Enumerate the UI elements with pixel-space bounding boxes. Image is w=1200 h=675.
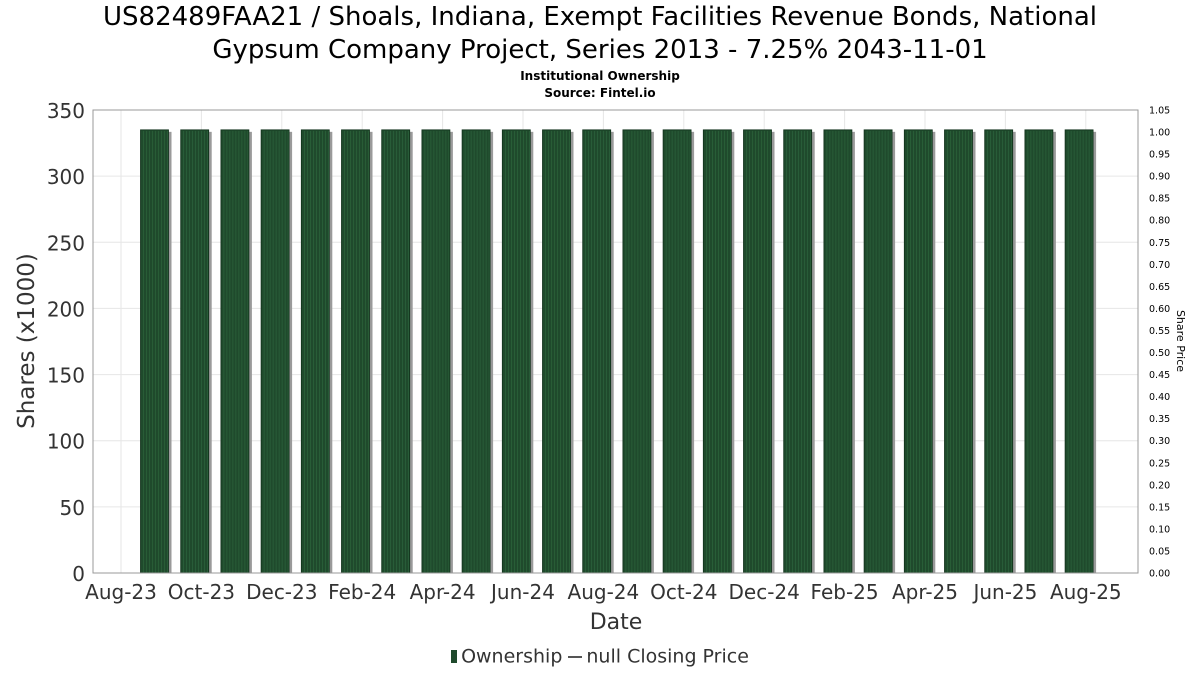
ownership-bar [1064,129,1094,574]
ownership-bar [783,129,813,574]
ownership-bar [743,129,772,574]
plot-frame [92,109,1139,574]
ownership-bar [180,129,210,574]
x-tick-label: Apr-25 [892,580,958,604]
x-tick-label: Aug-24 [568,580,640,604]
y2-tick-label: 0.30 [1149,436,1170,447]
legend-ownership-label: Ownership [461,645,563,668]
ownership-bar [944,129,973,574]
x-tick-label: Jun-25 [971,580,1037,604]
x-tick-label: Dec-24 [729,580,800,604]
y2-tick-label: 0.50 [1149,348,1170,359]
y2-tick-label: 0.20 [1149,480,1170,491]
y-tick-label: 250 [47,231,85,255]
x-tick-label: Oct-24 [650,580,717,604]
x-tick-label: Dec-23 [246,580,317,604]
chart-title-line-2: Gypsum Company Project, Series 2013 - 7.… [212,35,988,65]
ownership-bar [421,129,451,574]
ownership-bar [220,129,250,574]
y-tick-label: 0 [72,562,85,586]
y2-tick-label: 0.35 [1149,414,1170,425]
y2-tick-label: 1.00 [1149,128,1170,139]
chart-subtitle: Institutional Ownership [520,69,680,83]
y2-tick-label: 0.60 [1149,304,1170,315]
y2-tick-label: 0.95 [1149,150,1170,161]
y-tick-label: 300 [47,165,85,189]
y2-tick-label: 0.75 [1149,238,1170,249]
ownership-bar [300,129,330,574]
x-axis-label: Date [590,610,643,635]
ownership-bar [903,129,933,574]
y2-tick-label: 0.70 [1149,260,1170,271]
y-tick-label: 350 [47,99,85,123]
chart-source: Source: Fintel.io [544,86,656,100]
ownership-bar [1024,129,1054,574]
ownership-bar [662,129,692,574]
y2-tick-label: 1.05 [1149,106,1170,117]
ownership-bar [341,129,370,574]
y2-tick-label: 0.90 [1149,172,1170,183]
chart-title-line-1: US82489FAA21 / Shoals, Indiana, Exempt F… [103,2,1097,32]
chart-legend: Ownership null Closing Price [0,645,1200,668]
y2-tick-label: 0.10 [1149,524,1170,535]
y-axis-label: Shares (x1000) [14,253,40,429]
x-tick-label: Oct-23 [168,580,235,604]
y2-tick-label: 0.45 [1149,370,1170,381]
ownership-bar [622,129,652,574]
ownership-bar [863,129,893,574]
y-tick-label: 100 [47,430,85,454]
legend-price-label: null Closing Price [586,645,749,668]
x-tick-label: Aug-23 [85,580,157,604]
y-tick-label: 200 [47,297,85,321]
x-tick-label: Feb-24 [328,580,396,604]
y2-tick-label: 0.25 [1149,458,1170,469]
y2-tick-label: 0.05 [1149,546,1170,557]
y2-tick-label: 0.80 [1149,216,1170,227]
y-tick-label: 150 [47,364,85,388]
y2-tick-label: 0.65 [1149,282,1170,293]
x-tick-label: Jun-24 [489,580,555,604]
y2-tick-label: 0.00 [1149,569,1170,580]
y2-tick-label: 0.15 [1149,502,1170,513]
ownership-bar [461,129,491,574]
ownership-bar [582,129,612,574]
x-tick-label: Apr-24 [410,580,476,604]
x-tick-label: Feb-25 [811,580,879,604]
legend-price-swatch [568,655,583,658]
ownership-bar [702,129,732,574]
ownership-bar [260,129,290,574]
y2-tick-label: 0.85 [1149,194,1170,205]
ownership-bar [140,129,169,574]
x-tick-label: Aug-25 [1050,580,1122,604]
y2-axis-label: Share Price [1174,310,1187,372]
ownership-bar [542,129,571,574]
y2-tick-label: 0.40 [1149,392,1170,403]
y-tick-label: 50 [60,496,85,520]
legend-ownership-swatch [451,650,458,663]
y2-tick-label: 0.55 [1149,326,1170,337]
